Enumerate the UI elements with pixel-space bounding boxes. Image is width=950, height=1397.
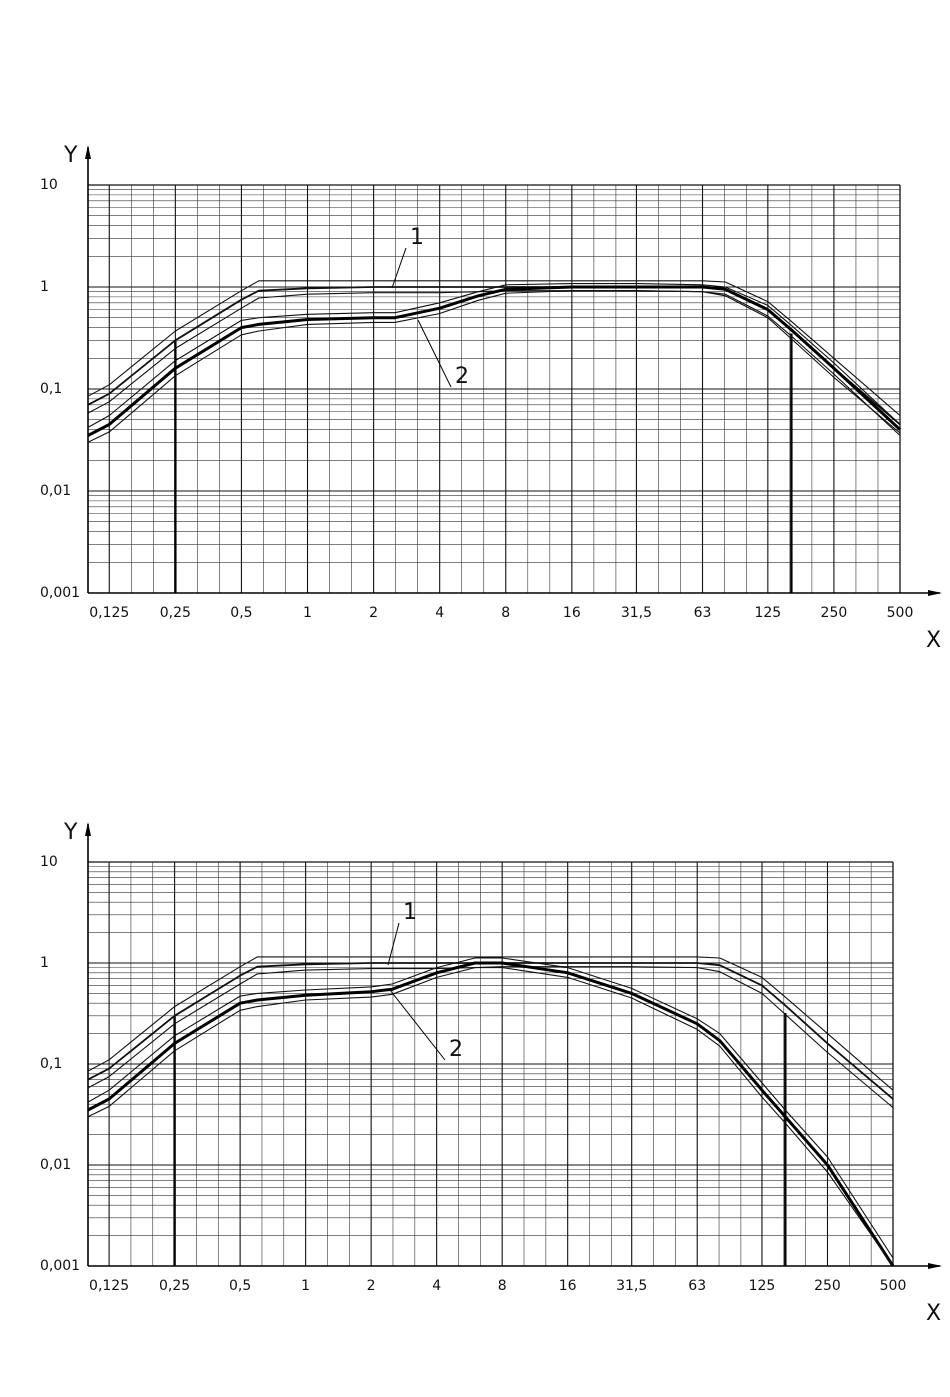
- x-tick-label: 2: [369, 605, 378, 621]
- x-tick-label: 63: [688, 1278, 706, 1294]
- curve-label: 2: [455, 364, 469, 389]
- y-tick-label: 10: [40, 177, 58, 193]
- curve: [87, 957, 894, 1259]
- leader-line: [391, 247, 407, 289]
- x-tick-label: 8: [501, 605, 510, 621]
- curve-label: 1: [410, 225, 424, 250]
- x-tick-label: 1: [303, 605, 312, 621]
- y-tick-label: 0,001: [40, 585, 80, 601]
- x-tick-label: 500: [887, 605, 914, 621]
- x-tick-label: 16: [559, 1278, 577, 1294]
- y-tick-label: 10: [40, 854, 58, 870]
- x-tick-label: 31,5: [621, 605, 652, 621]
- x-axis-arrow: [928, 1263, 942, 1269]
- x-tick-label: 250: [821, 605, 848, 621]
- x-tick-label: 2: [367, 1278, 376, 1294]
- curve: [87, 956, 894, 1091]
- x-axis-label: X: [926, 628, 941, 653]
- curve: [87, 280, 901, 416]
- curve: [87, 961, 895, 1267]
- x-tick-label: 0,5: [230, 605, 252, 621]
- curve: [87, 285, 902, 437]
- y-axis-arrow: [85, 145, 91, 159]
- x-tick-label: 0,5: [229, 1278, 251, 1294]
- y-tick-label: 1: [40, 955, 49, 971]
- x-tick-label: 0,25: [160, 605, 191, 621]
- y-tick-label: 1: [40, 279, 49, 295]
- leader-line: [389, 989, 446, 1061]
- x-tick-label: 8: [498, 1278, 507, 1294]
- curve: [87, 967, 894, 1267]
- x-tick-label: 500: [880, 1278, 907, 1294]
- x-tick-label: 4: [432, 1278, 441, 1294]
- curve-label: 1: [403, 900, 417, 925]
- y-tick-label: 0,001: [40, 1258, 80, 1274]
- x-tick-label: 1: [301, 1278, 310, 1294]
- x-tick-label: 16: [563, 605, 581, 621]
- x-tick-label: 63: [694, 605, 712, 621]
- y-axis-label: Y: [63, 820, 78, 845]
- x-tick-label: 0,25: [159, 1278, 190, 1294]
- x-tick-label: 250: [814, 1278, 841, 1294]
- curve: [87, 283, 901, 428]
- x-tick-label: 0,125: [89, 605, 129, 621]
- x-tick-label: 0,125: [89, 1278, 129, 1294]
- y-tick-label: 0,01: [40, 483, 71, 499]
- leader-line: [387, 922, 400, 966]
- leader-line: [417, 319, 452, 388]
- y-axis-arrow: [85, 822, 91, 836]
- x-tick-label: 125: [749, 1278, 776, 1294]
- x-tick-label: 31,5: [616, 1278, 647, 1294]
- y-tick-label: 0,1: [40, 381, 62, 397]
- y-axis-label: Y: [63, 143, 78, 168]
- y-tick-label: 0,01: [40, 1157, 71, 1173]
- x-tick-label: 4: [435, 605, 444, 621]
- curve-label: 2: [449, 1037, 463, 1062]
- curve: [87, 290, 901, 443]
- y-tick-label: 0,1: [40, 1056, 62, 1072]
- x-axis-label: X: [926, 1301, 941, 1326]
- x-axis-arrow: [928, 590, 942, 596]
- curve: [87, 962, 894, 1100]
- curve: [87, 286, 901, 426]
- x-tick-label: 125: [754, 605, 781, 621]
